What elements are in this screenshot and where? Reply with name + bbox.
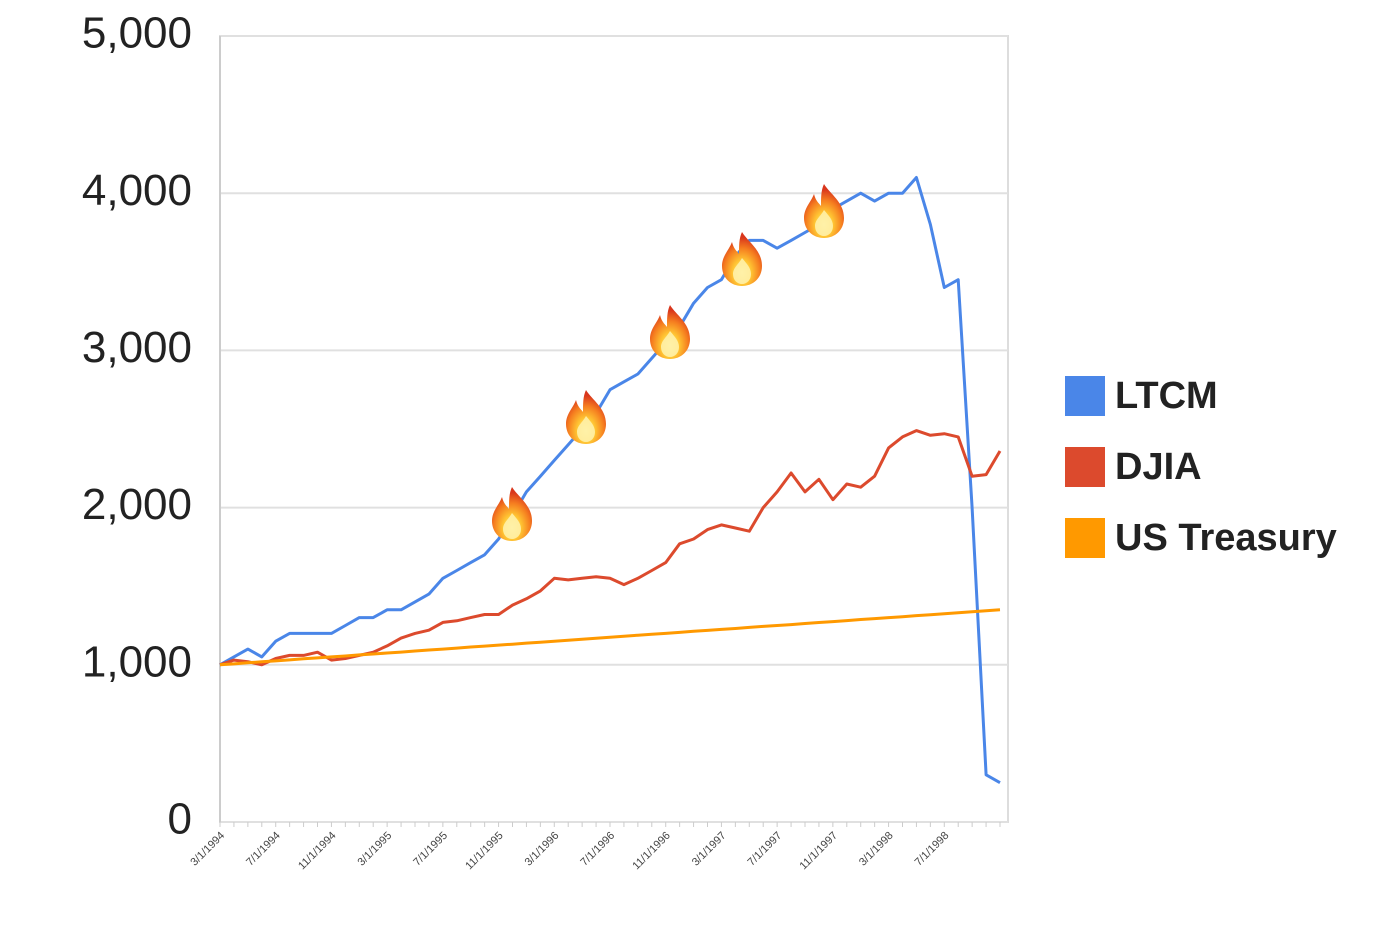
- series-line: [219, 176, 1001, 785]
- y-tick-label: 1,000: [82, 637, 192, 686]
- lines: [219, 176, 1002, 785]
- y-tick-label: 2,000: [82, 480, 192, 529]
- x-tick-label: 3/1/1996: [523, 830, 562, 869]
- y-tick-label: 5,000: [82, 9, 192, 58]
- series-line: [219, 429, 1002, 667]
- x-tick-label: 7/1/1994: [244, 830, 283, 869]
- series-line: [219, 608, 1001, 667]
- flame-icon: [804, 184, 844, 238]
- y-tick-label: 4,000: [82, 166, 192, 215]
- x-tick-label: 7/1/1995: [411, 830, 450, 869]
- flame-icon: [566, 390, 606, 444]
- legend-swatch: [1065, 447, 1105, 487]
- legend-swatch: [1065, 376, 1105, 416]
- flame-icon: [650, 305, 690, 359]
- y-tick-label: 0: [168, 795, 192, 844]
- y-tick-label: 3,000: [82, 323, 192, 372]
- x-tick-label: 11/1/1996: [630, 830, 673, 873]
- x-tick-label: 3/1/1994: [188, 830, 227, 869]
- x-tick-label: 7/1/1997: [746, 830, 785, 869]
- x-tick-label: 3/1/1995: [356, 830, 395, 869]
- flame-icons: [492, 184, 844, 541]
- x-tick-label: 3/1/1997: [690, 830, 729, 869]
- x-tick-label: 11/1/1995: [463, 830, 506, 873]
- x-tick-label: 3/1/1998: [857, 830, 896, 869]
- grid: [219, 35, 1008, 827]
- x-tick-label: 7/1/1996: [578, 830, 617, 869]
- x-tick-label: 11/1/1997: [798, 830, 841, 873]
- legend-label: DJIA: [1115, 446, 1202, 488]
- labels: 0 1,000 2,000 3,000 4,000 5,000 3/1/1994 7/1/19…: [82, 9, 1337, 873]
- legend-label: LTCM: [1115, 375, 1218, 417]
- plot-frame: [219, 35, 1009, 823]
- x-tick-label: 7/1/1998: [913, 830, 952, 869]
- x-tick-label: 11/1/1994: [296, 830, 339, 873]
- legend-swatch: [1065, 518, 1105, 558]
- legend-label: US Treasury: [1115, 517, 1337, 559]
